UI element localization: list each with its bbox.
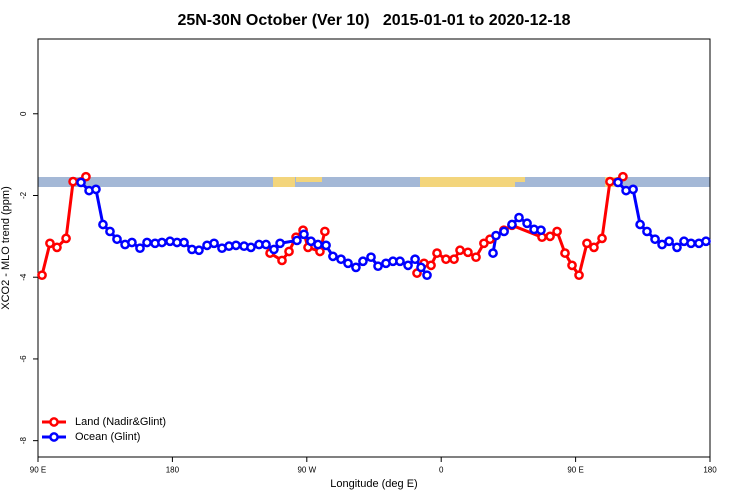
data-point [269,244,279,255]
data-point [328,251,338,262]
y-axis-label: XCO2 - MLO trend (ppm) [0,186,12,309]
data-point [664,236,674,247]
data-point [292,235,302,246]
data-point [491,230,501,241]
data-point [112,234,122,245]
data-point [514,212,524,223]
data-point [321,240,331,251]
data-point [650,234,660,245]
data-point [567,260,577,271]
data-point [463,247,473,258]
data-point [628,184,638,195]
data-point [336,254,346,265]
data-point [395,256,405,267]
data-point [686,238,696,249]
data-point [536,225,546,236]
x-tick-label: 180 [703,466,717,475]
data-point [552,226,562,237]
data-point [343,258,353,269]
data-point [582,238,592,249]
data-point [635,219,645,230]
data-point [275,238,285,249]
data-point [45,238,55,249]
data-point [488,248,498,258]
data-point [522,218,532,229]
data-point [618,171,628,182]
legend-marker [49,432,59,442]
legend-label: Land (Nadir&Glint) [75,416,166,428]
y-tick-label: -6 [19,355,28,363]
data-point [426,260,436,271]
data-point [701,236,711,247]
legend-marker [49,417,59,427]
data-point [373,261,383,272]
data-point [471,252,481,263]
data-point [597,233,607,244]
data-point [277,255,287,266]
data-point [432,248,442,258]
chart-title: 25N-30N October (Ver 10) 2015-01-01 to 2… [177,12,570,29]
data-point [449,254,459,265]
data-point [605,176,615,187]
data-point [299,229,309,240]
data-point [589,242,599,253]
data-point [499,226,509,237]
x-tick-label: 0 [439,466,444,475]
data-point [231,240,241,251]
data-point [76,177,86,188]
x-tick-label: 90 E [30,466,46,475]
data-point [672,242,682,253]
data-point [61,233,71,244]
data-point [179,237,189,248]
x-tick-label: 180 [166,466,180,475]
y-tick-label: -2 [19,191,28,199]
data-point [455,245,465,256]
data-point [209,238,219,249]
data-point [422,270,432,281]
data-point [410,254,420,265]
data-point [194,245,204,256]
data-point [135,243,145,254]
data-point [613,177,623,188]
data-point [560,248,570,258]
legend-label: Ocean (Glint) [75,431,140,443]
data-point [98,219,108,230]
y-tick-label: 0 [19,111,28,116]
data-point [37,270,47,281]
data-point [574,270,584,281]
data-point [366,252,376,263]
data-point [261,239,271,250]
data-point [320,226,330,237]
data-point [284,246,294,257]
data-point [68,176,78,187]
data-point [358,256,368,267]
plot-frame [37,38,711,458]
data-point [246,242,256,253]
data-point [441,254,451,265]
data-point [157,237,167,248]
data-point [52,242,62,253]
data-point [507,219,517,230]
data-point [91,184,101,195]
data-point [351,262,361,273]
data-point [642,226,652,237]
y-tick-label: -8 [19,437,28,445]
x-axis-label: Longitude (deg E) [330,478,417,490]
data-point [416,262,426,273]
data-point [81,171,91,182]
x-tick-label: 90 W [297,466,316,475]
data-point [142,237,152,248]
data-point [127,237,137,248]
y-tick-label: -4 [19,273,28,281]
data-point [313,239,323,250]
x-tick-label: 90 E [567,466,583,475]
data-point [105,226,115,237]
data-point [545,231,555,242]
data-point [403,260,413,271]
